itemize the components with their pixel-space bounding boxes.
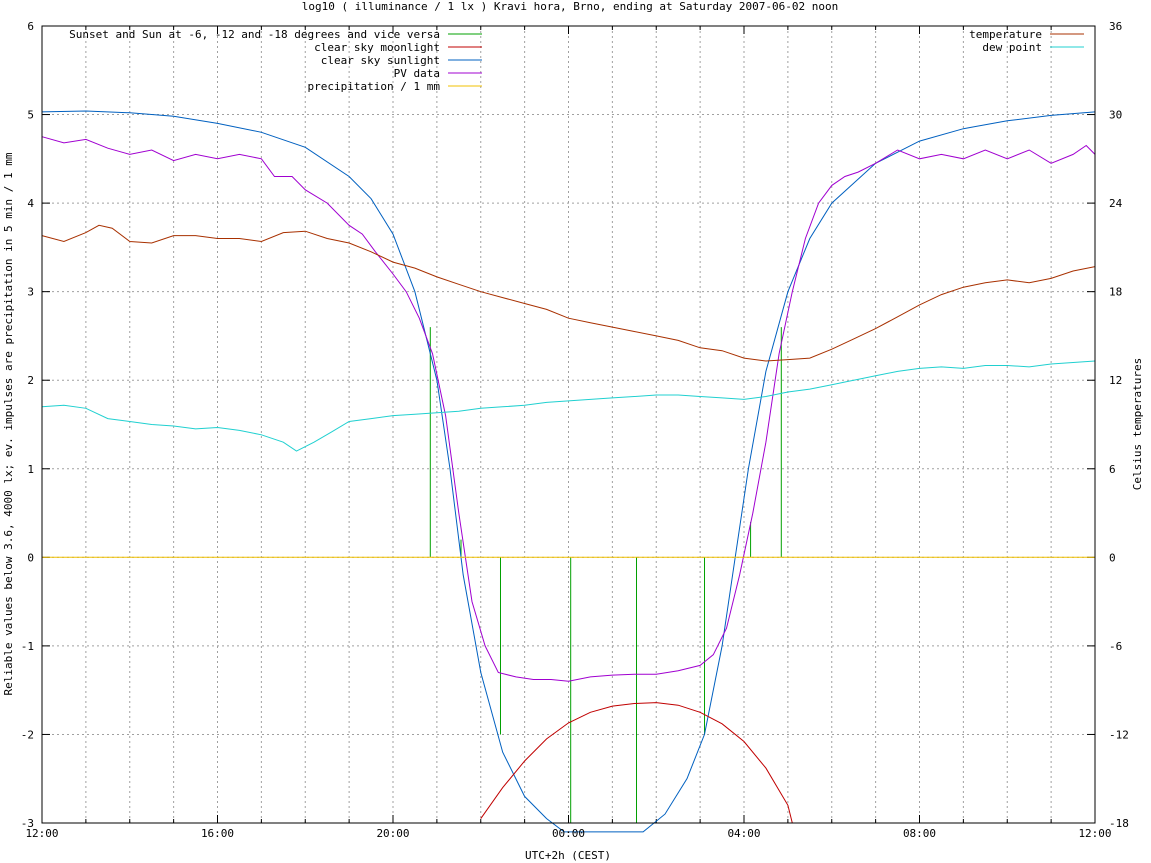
series-line-pv-data — [41, 136, 1096, 682]
y-tick-label: 3 — [27, 286, 34, 299]
legend: Sunset and Sun at -6, -12 and -18 degree… — [69, 28, 1084, 93]
y2-tick-label: -6 — [1109, 640, 1122, 653]
y-tick-label: -3 — [21, 817, 34, 830]
tick-labels: 12:00 16:00 20:00 00:00 04:00 08:00 12:00-3-2-… — [21, 20, 1129, 840]
y-axis-label: Reliable values below 3.6, 4000 lx; ev. … — [2, 152, 15, 695]
legend-label-right: temperature — [969, 28, 1042, 41]
y2-axis-label: Celsius temperatures — [1131, 358, 1144, 490]
legend-label-left: clear sky moonlight — [314, 41, 440, 54]
y2-tick-label: 30 — [1109, 109, 1122, 122]
y2-tick-label: 36 — [1109, 20, 1122, 33]
y2-tick-label: 18 — [1109, 286, 1122, 299]
series-line-temperature — [41, 224, 1096, 362]
y-tick-label: 0 — [27, 551, 34, 564]
axis-ticks — [41, 25, 1096, 824]
x-tick-label: 16:00 — [201, 827, 234, 840]
y-tick-label: 2 — [27, 374, 34, 387]
x-tick-label: 08:00 — [903, 827, 936, 840]
y-tick-label: -1 — [21, 640, 34, 653]
legend-label-left: precipitation / 1 mm — [308, 80, 441, 93]
y2-tick-label: -12 — [1109, 728, 1129, 741]
plot-border — [41, 25, 1096, 824]
legend-label-left: Sunset and Sun at -6, -12 and -18 degree… — [69, 28, 440, 41]
x-axis-label: UTC+2h (CEST) — [525, 849, 611, 862]
y-tick-label: 1 — [27, 463, 34, 476]
series-line-clear-sky-sunlight — [41, 110, 1096, 833]
y-tick-label: 5 — [27, 109, 34, 122]
y2-tick-label: 24 — [1109, 197, 1123, 210]
x-tick-label: 00:00 — [552, 827, 585, 840]
series-line-clear-sky-moonlight — [480, 702, 793, 824]
y2-tick-label: 0 — [1109, 551, 1116, 564]
grid-lines — [42, 26, 1095, 823]
x-tick-label: 04:00 — [727, 827, 760, 840]
series-line-dew-point — [41, 360, 1096, 452]
legend-label-left: clear sky sunlight — [321, 54, 440, 67]
series-layer — [41, 110, 1096, 833]
chart-title: log10 ( illuminance / 1 lx ) Kravi hora,… — [302, 0, 838, 13]
y-tick-label: -2 — [21, 728, 34, 741]
x-tick-label: 20:00 — [376, 827, 409, 840]
y-tick-label: 4 — [27, 197, 34, 210]
x-tick-label: 12:00 — [1078, 827, 1111, 840]
y-tick-label: 6 — [27, 20, 34, 33]
legend-label-left: PV data — [394, 67, 440, 80]
x-tick-label: 12:00 — [25, 827, 58, 840]
y2-tick-label: 12 — [1109, 374, 1122, 387]
y2-tick-label: 6 — [1109, 463, 1116, 476]
y2-tick-label: -18 — [1109, 817, 1129, 830]
legend-label-right: dew point — [982, 41, 1042, 54]
